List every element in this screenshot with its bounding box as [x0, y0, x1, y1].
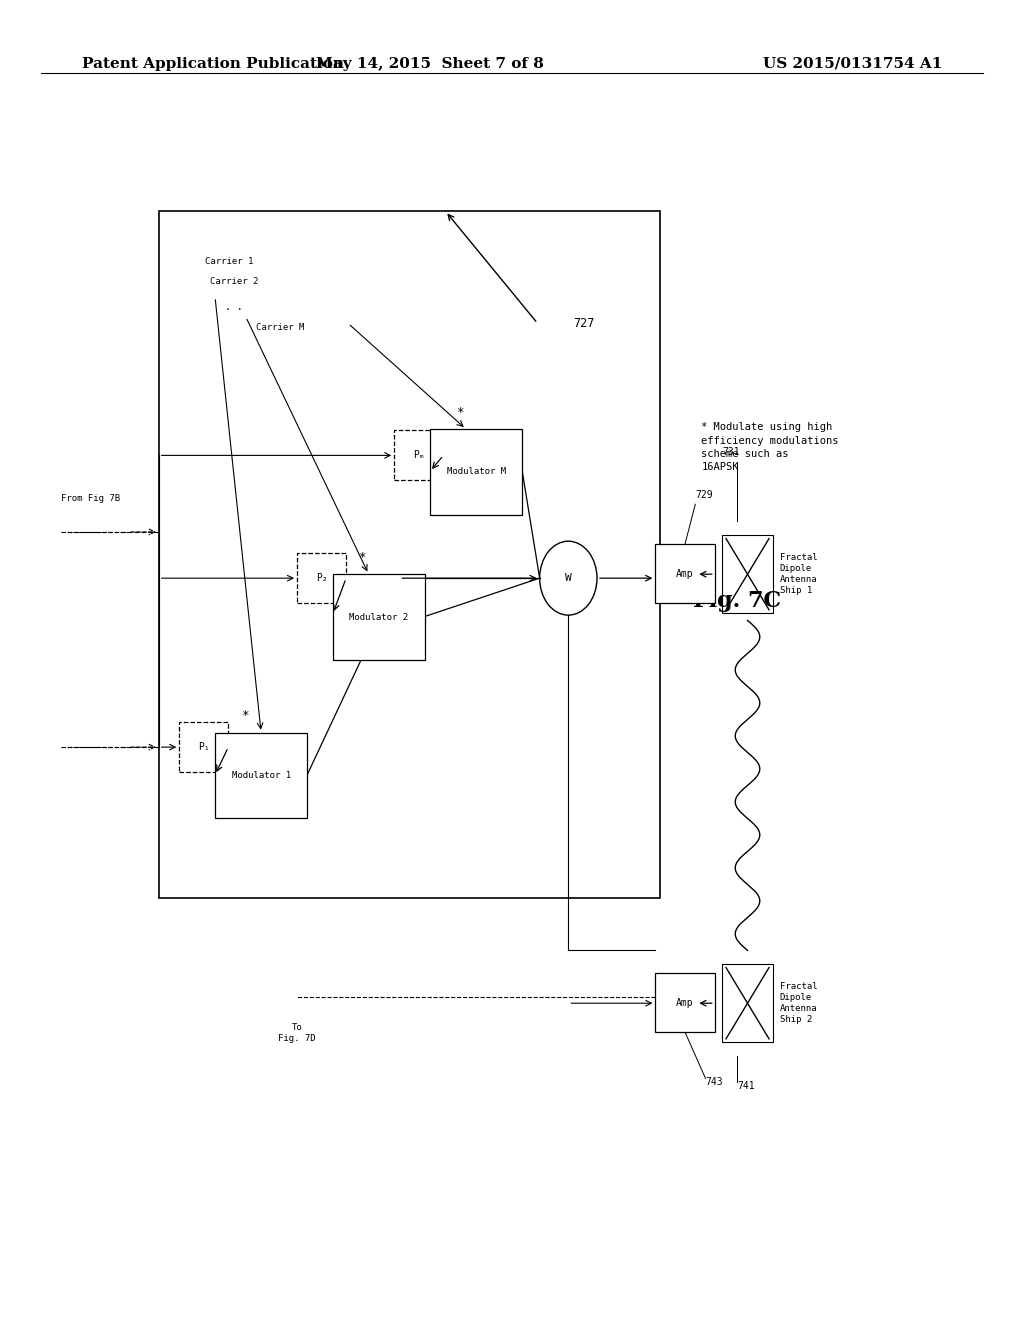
Text: Amp: Amp: [676, 998, 694, 1007]
Bar: [655, 544, 715, 603]
Text: Amp: Amp: [676, 569, 694, 578]
Text: 741: 741: [737, 1081, 755, 1092]
Text: Modulator M: Modulator M: [446, 467, 506, 477]
Bar: [179, 722, 228, 772]
Text: 729: 729: [695, 490, 713, 500]
Bar: [722, 964, 773, 1043]
Text: Fractal
Dipole
Antenna
Ship 1: Fractal Dipole Antenna Ship 1: [780, 553, 817, 595]
Bar: [297, 553, 346, 603]
Text: 727: 727: [573, 317, 595, 330]
Bar: [333, 574, 425, 660]
Text: . .: . .: [225, 302, 243, 313]
Text: May 14, 2015  Sheet 7 of 8: May 14, 2015 Sheet 7 of 8: [316, 57, 544, 71]
Text: US 2015/0131754 A1: US 2015/0131754 A1: [763, 57, 942, 71]
Bar: [722, 535, 773, 614]
Bar: [430, 429, 522, 515]
Text: From Fig 7B: From Fig 7B: [61, 495, 121, 503]
Text: 743: 743: [706, 1077, 723, 1088]
Text: Carrier 2: Carrier 2: [210, 277, 258, 286]
Text: * Modulate using high
efficiency modulations
scheme such as
16APSK: * Modulate using high efficiency modulat…: [701, 422, 839, 473]
Text: 731: 731: [722, 447, 739, 458]
Text: Carrier 1: Carrier 1: [205, 257, 253, 267]
Text: Modulator 1: Modulator 1: [231, 771, 291, 780]
Text: *: *: [456, 405, 463, 418]
Bar: [394, 430, 443, 480]
Text: *: *: [358, 550, 366, 564]
Text: W: W: [565, 573, 571, 583]
Text: Patent Application Publication: Patent Application Publication: [82, 57, 344, 71]
Bar: [655, 973, 715, 1032]
Text: Pₘ: Pₘ: [413, 450, 425, 461]
Text: P₁: P₁: [198, 742, 210, 752]
Text: Modulator 2: Modulator 2: [349, 612, 409, 622]
Text: P₂: P₂: [315, 573, 328, 583]
Text: Carrier M: Carrier M: [256, 323, 304, 333]
Bar: [215, 733, 307, 818]
Text: To
Fig. 7D: To Fig. 7D: [279, 1023, 315, 1043]
Text: *: *: [241, 709, 248, 722]
Text: Fig. 7C: Fig. 7C: [693, 590, 781, 611]
Text: Fractal
Dipole
Antenna
Ship 2: Fractal Dipole Antenna Ship 2: [780, 982, 817, 1024]
